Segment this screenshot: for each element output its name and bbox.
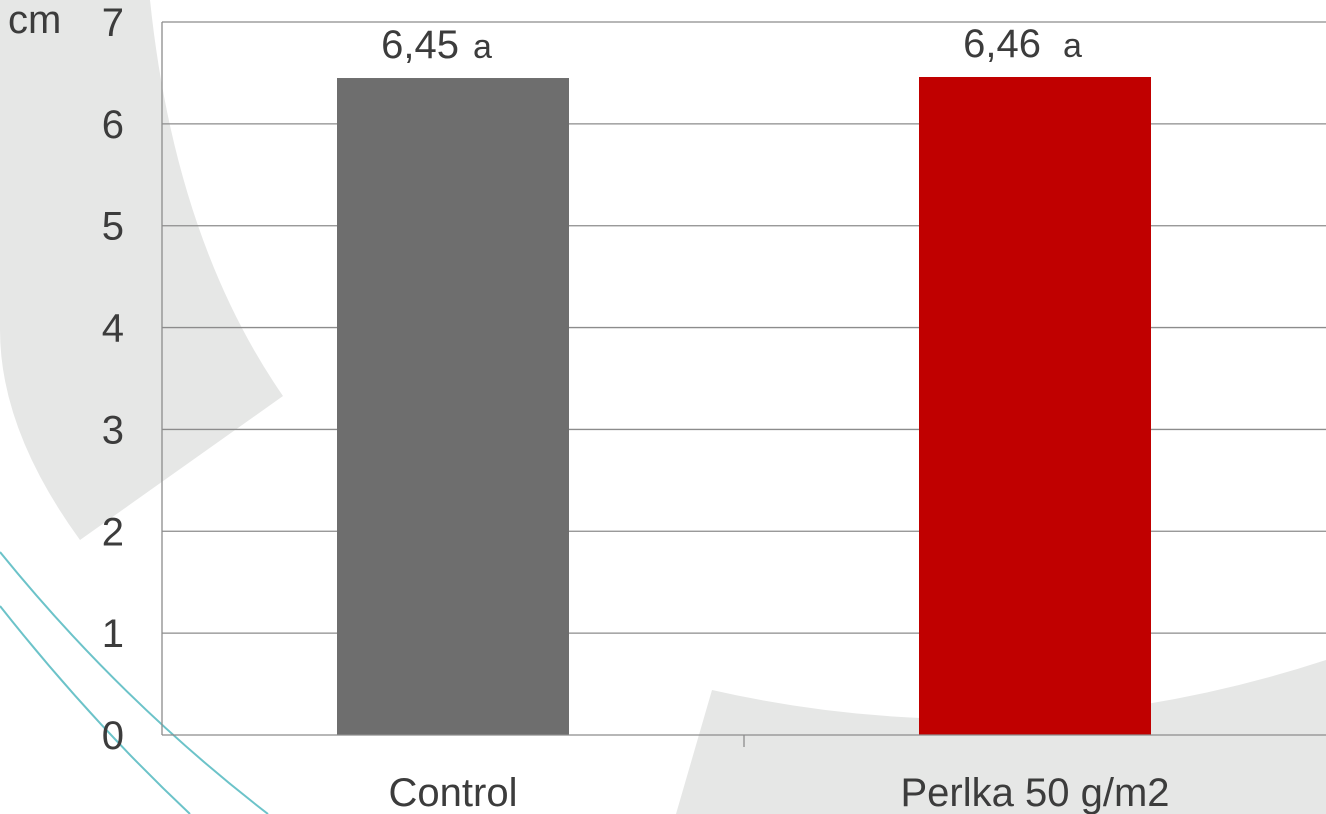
data-label-1: 6,46	[963, 22, 1041, 66]
data-label-0: 6,45	[381, 23, 459, 67]
y-tick-label-1: 1	[102, 612, 124, 656]
decor-teal-line-1	[0, 551, 269, 814]
bars	[337, 77, 1151, 736]
y-tick-label-2: 2	[102, 510, 124, 554]
bar-0	[337, 78, 569, 736]
bar-1	[919, 77, 1151, 735]
gridlines	[162, 21, 1326, 634]
significance-label-0: a	[473, 28, 492, 66]
significance-label-1: a	[1063, 27, 1082, 65]
x-category-label-1: Perlka 50 g/m2	[900, 771, 1169, 814]
x-category-label-0: Control	[389, 771, 518, 814]
y-tick-label-5: 5	[102, 205, 124, 249]
decor-gray-arc-bottom	[676, 660, 1326, 814]
y-tick-label-0: 0	[102, 714, 124, 758]
axes	[161, 22, 1326, 747]
decor-teal-line-2	[0, 605, 191, 814]
decor-gray-arc-left	[0, 0, 283, 540]
y-tick-label-4: 4	[102, 307, 124, 351]
y-tick-label-6: 6	[102, 103, 124, 147]
y-tick-label-3: 3	[102, 408, 124, 452]
y-axis-unit-label: cm	[8, 0, 61, 42]
y-tick-label-7: 7	[102, 1, 124, 45]
labels: 0 1 2 3 4 5 6 7 Control 6,45 a Perlka 50 g/m2 6,46 a	[102, 1, 1170, 814]
